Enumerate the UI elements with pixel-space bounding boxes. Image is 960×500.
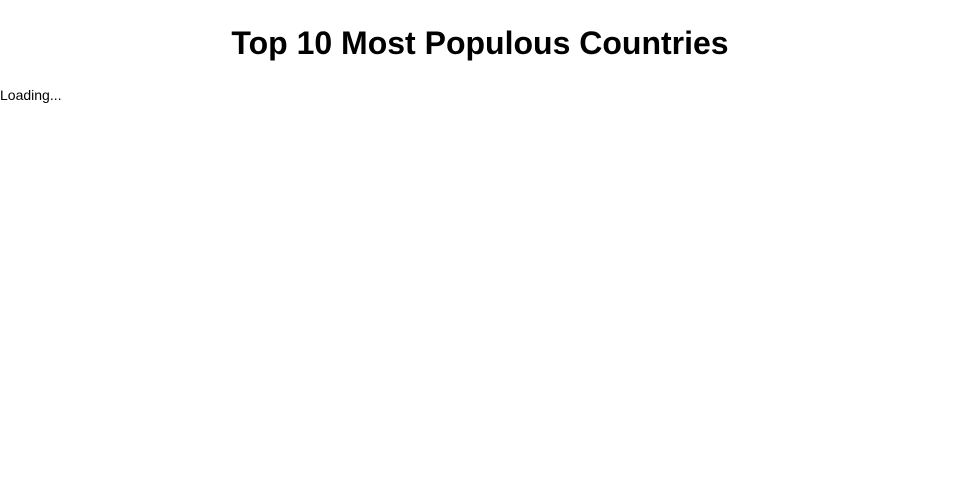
- loading-status: Loading...: [0, 87, 62, 103]
- page-title: Top 10 Most Populous Countries: [231, 25, 729, 61]
